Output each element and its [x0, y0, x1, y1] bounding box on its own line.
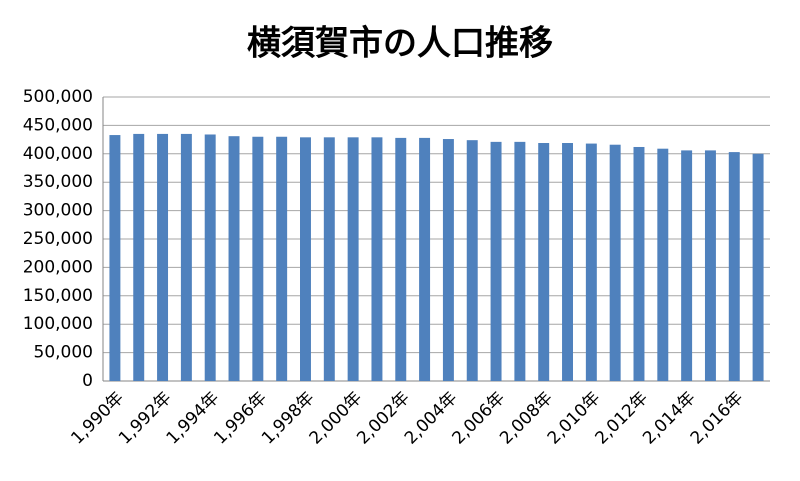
bar — [442, 139, 454, 381]
y-tick-label: 250,000 — [23, 229, 93, 249]
bar — [276, 136, 288, 381]
bar — [395, 137, 407, 381]
x-tick-label: 2,016年 — [687, 388, 748, 449]
y-tick-label: 50,000 — [34, 343, 93, 363]
bar — [538, 143, 550, 381]
y-tick-label: 150,000 — [23, 286, 93, 306]
bar — [657, 148, 669, 381]
y-tick-label: 500,000 — [23, 87, 93, 107]
bar — [466, 140, 478, 381]
bar — [252, 136, 264, 381]
bar — [133, 133, 145, 381]
bar — [609, 144, 621, 381]
bar — [371, 137, 383, 381]
bar — [681, 150, 693, 381]
bar — [180, 133, 192, 381]
y-tick-label: 300,000 — [23, 201, 93, 221]
bar — [585, 143, 597, 381]
bar — [633, 146, 645, 381]
bar — [347, 137, 359, 381]
bar — [562, 143, 573, 381]
bar — [752, 153, 764, 381]
bar — [419, 137, 431, 381]
bar — [157, 133, 169, 381]
bar — [728, 152, 740, 381]
y-tick-label: 450,000 — [23, 115, 93, 135]
y-tick-label: 0 — [82, 371, 93, 391]
bar — [704, 150, 716, 381]
bar — [228, 136, 240, 381]
bar — [323, 137, 335, 381]
bar — [204, 134, 216, 381]
y-tick-label: 400,000 — [23, 144, 93, 164]
chart-title: 横須賀市の人口推移 — [247, 24, 553, 64]
bar — [514, 141, 526, 381]
y-tick-label: 350,000 — [23, 172, 93, 192]
bar — [300, 137, 311, 381]
bar — [490, 141, 502, 381]
bar — [109, 135, 121, 381]
y-tick-label: 100,000 — [23, 314, 93, 334]
y-tick-label: 200,000 — [23, 257, 93, 277]
